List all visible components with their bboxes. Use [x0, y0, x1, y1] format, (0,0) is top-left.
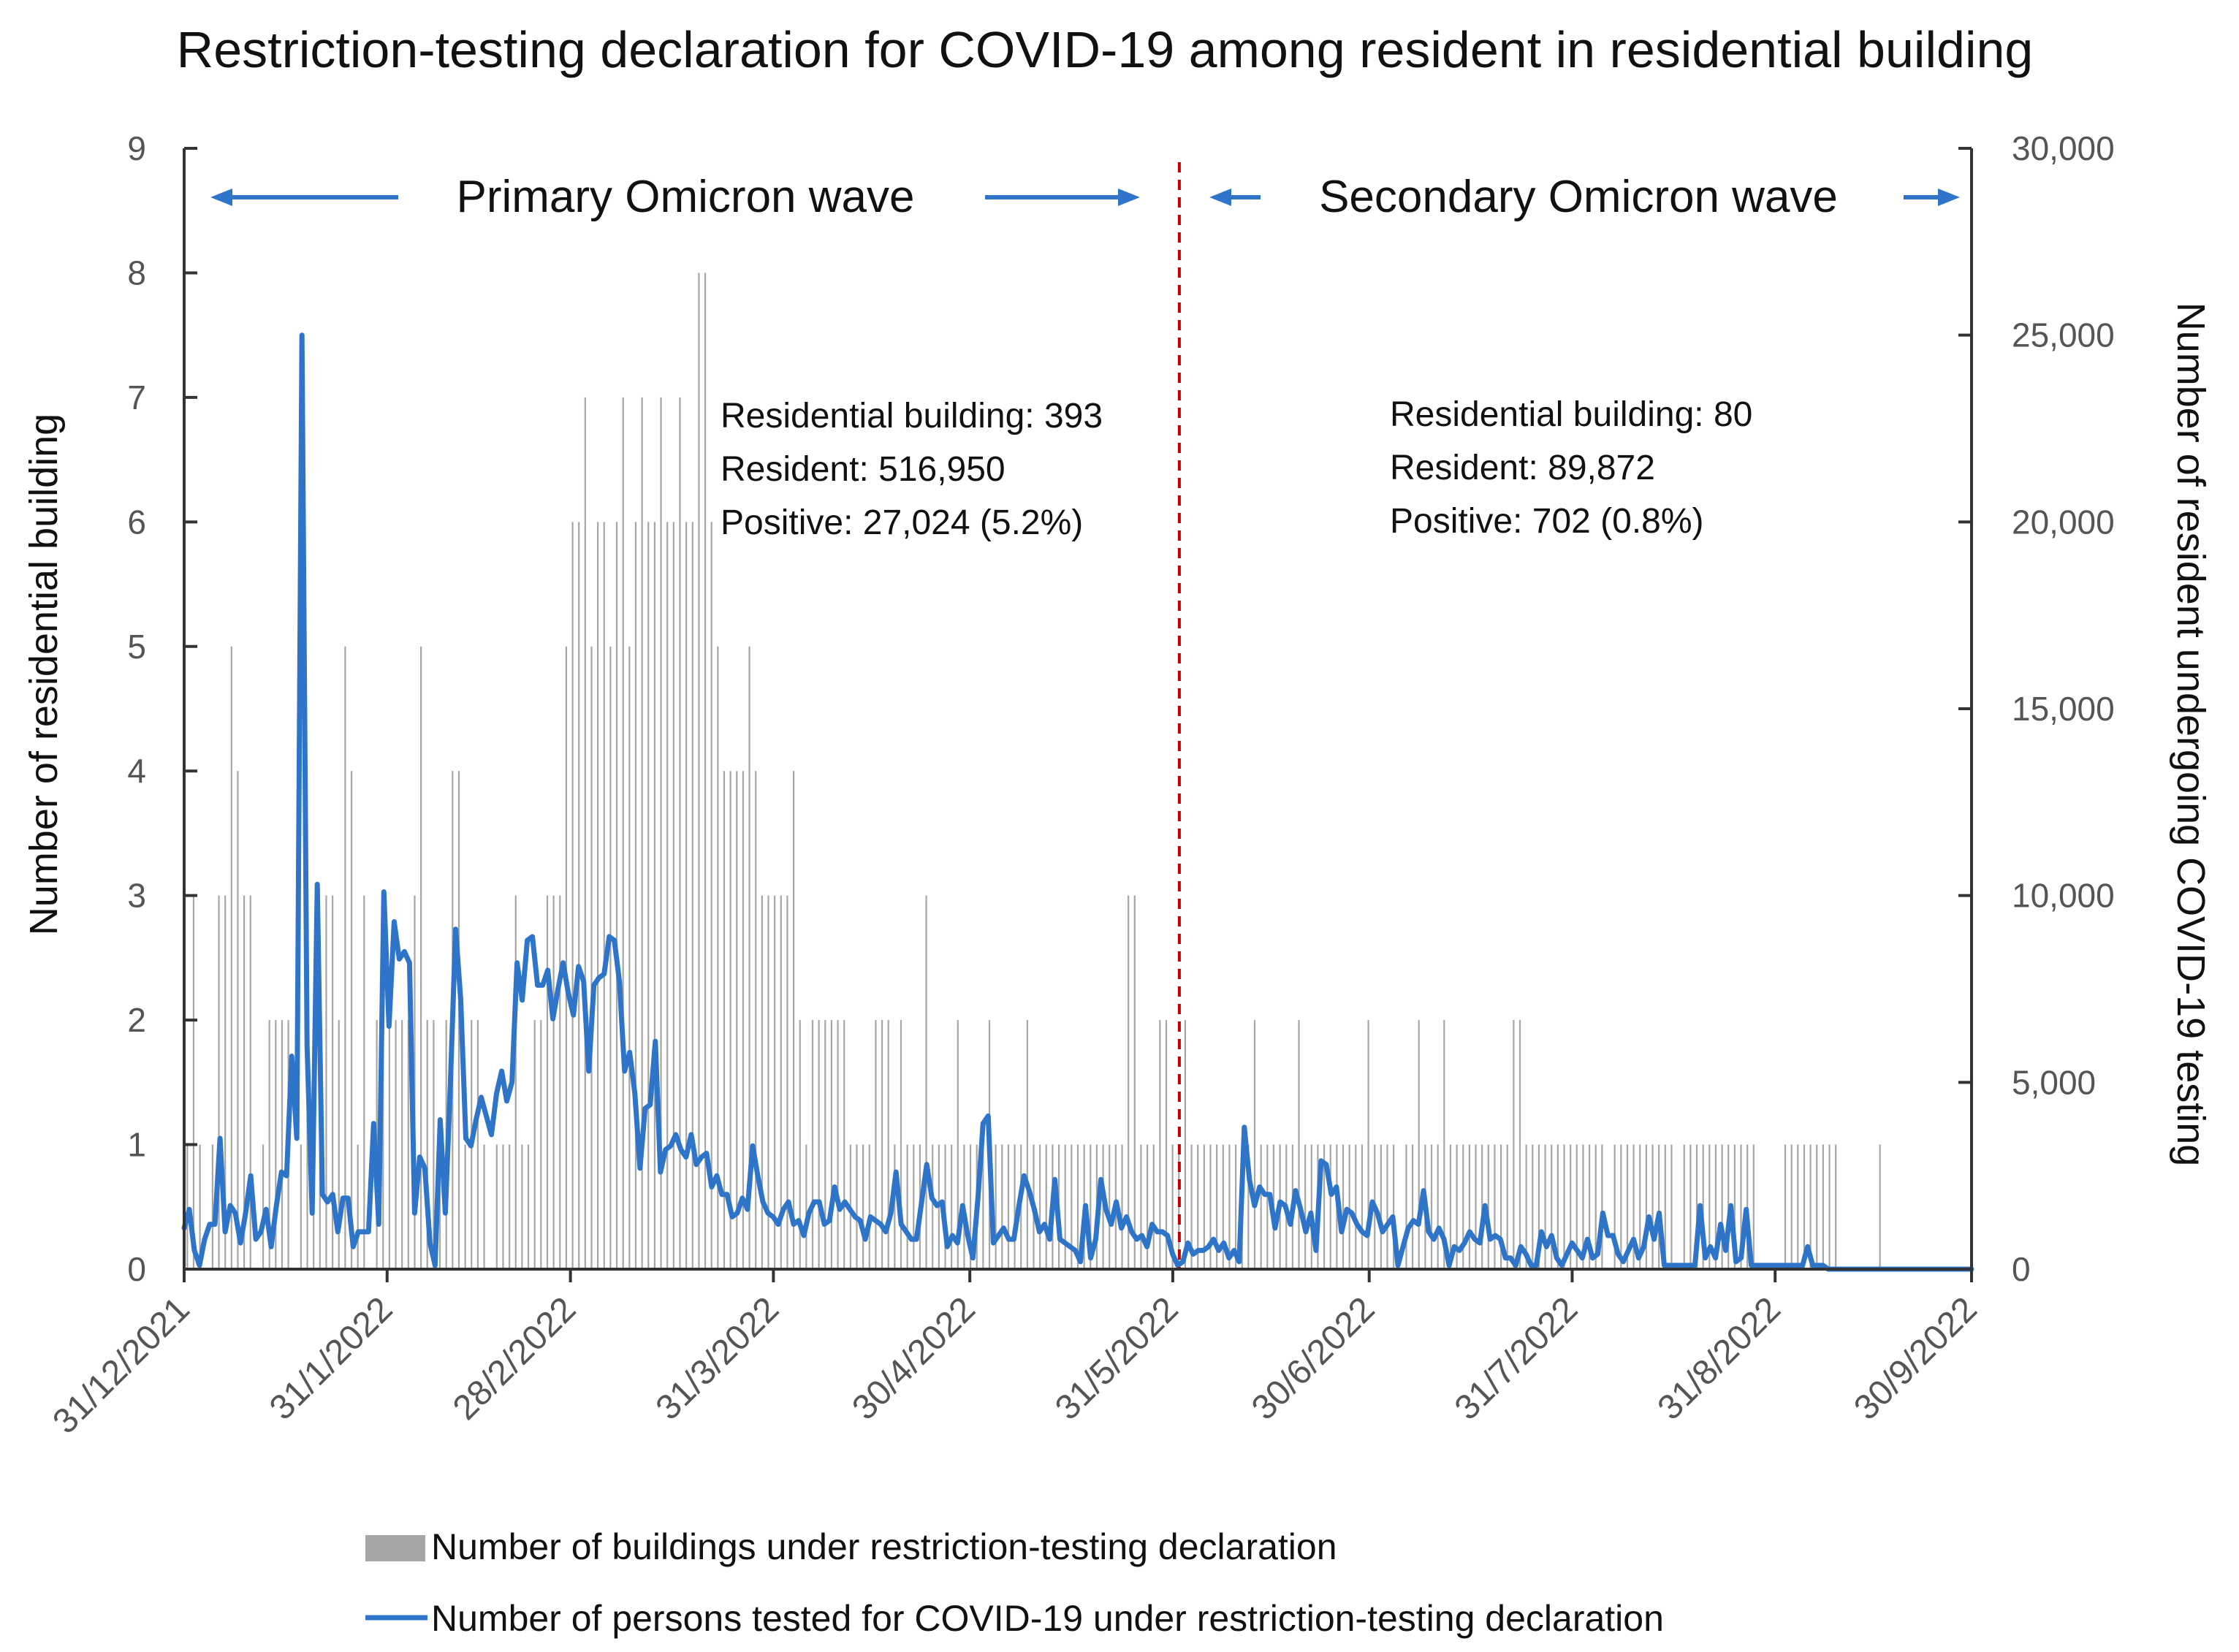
right-tick-label: 25,000 — [2012, 316, 2115, 354]
secondary-left-arrowhead-icon — [1209, 189, 1231, 206]
y-left-axis-title: Number of residential building — [22, 414, 66, 935]
x-tick-label: 31/8/2022 — [1651, 1290, 1788, 1427]
x-tick-label: 31/1/2022 — [262, 1290, 400, 1427]
x-tick-label: 30/9/2022 — [1847, 1290, 1984, 1427]
primary-wave-label: Primary Omicron wave — [457, 172, 915, 222]
secondary-right-arrowhead-icon — [1938, 189, 1960, 206]
secondary-annotation-buildings: Residential building: 80 — [1390, 395, 1752, 434]
legend-line-label: Number of persons tested for COVID-19 un… — [431, 1598, 1664, 1639]
left-tick-label: 7 — [127, 378, 146, 416]
right-tick-label: 5,000 — [2012, 1063, 2096, 1101]
wave-arrows — [210, 189, 1960, 206]
secondary-annotation: Residential building: 80 Resident: 89,87… — [1390, 395, 1752, 541]
tested-line-layer — [181, 332, 1974, 1272]
y-right-axis-title: Number of resident undergoing COVID-19 t… — [2169, 302, 2213, 1167]
primary-annotation-buildings: Residential building: 393 — [721, 397, 1103, 435]
tested-persons-line — [181, 332, 1974, 1272]
right-ticks: 0 5,000 10,000 15,000 20,000 25,000 30,000 — [1958, 129, 2115, 1288]
left-ticks: 0 1 2 3 4 5 6 7 8 9 — [127, 129, 197, 1288]
legend: Number of buildings under restriction-te… — [365, 1526, 1664, 1639]
left-tick-label: 3 — [127, 877, 146, 915]
x-tick-label: 31/5/2022 — [1048, 1290, 1185, 1427]
left-tick-label: 6 — [127, 503, 146, 541]
primary-left-arrowhead-icon — [210, 189, 232, 206]
secondary-wave-label: Secondary Omicron wave — [1319, 172, 1838, 222]
legend-bar-swatch — [365, 1535, 425, 1561]
primary-annotation-residents: Resident: 516,950 — [721, 450, 1006, 489]
right-tick-label: 0 — [2012, 1250, 2031, 1288]
right-tick-label: 30,000 — [2012, 129, 2115, 167]
left-tick-label: 1 — [127, 1126, 146, 1164]
legend-bar-label: Number of buildings under restriction-te… — [431, 1526, 1337, 1567]
x-tick-label: 28/2/2022 — [446, 1290, 583, 1427]
right-tick-label: 20,000 — [2012, 503, 2115, 541]
x-ticks: 31/12/2021 31/1/2022 28/2/2022 31/3/2022 30/… — [45, 1269, 1985, 1442]
left-tick-label: 2 — [127, 1001, 146, 1039]
x-tick-label: 30/6/2022 — [1244, 1290, 1382, 1427]
chart-title: Restriction-testing declaration for COVI… — [177, 21, 2034, 78]
primary-annotation: Residential building: 393 Resident: 516,… — [721, 397, 1103, 542]
left-tick-label: 9 — [127, 129, 146, 167]
x-tick-label: 30/4/2022 — [845, 1290, 982, 1427]
x-tick-label: 31/12/2021 — [45, 1290, 197, 1441]
x-tick-label: 31/3/2022 — [649, 1290, 786, 1427]
secondary-annotation-residents: Resident: 89,872 — [1390, 449, 1655, 487]
primary-right-arrowhead-icon — [1118, 189, 1140, 206]
right-tick-label: 10,000 — [2012, 877, 2115, 915]
left-tick-label: 4 — [127, 752, 146, 790]
secondary-annotation-positive: Positive: 702 (0.8%) — [1390, 502, 1704, 541]
x-tick-label: 31/7/2022 — [1448, 1290, 1585, 1427]
right-tick-label: 15,000 — [2012, 690, 2115, 728]
left-tick-label: 8 — [127, 254, 146, 292]
left-tick-label: 5 — [127, 628, 146, 666]
primary-annotation-positive: Positive: 27,024 (5.2%) — [721, 503, 1083, 542]
building-bars — [186, 273, 1881, 1269]
left-tick-label: 0 — [127, 1250, 146, 1288]
